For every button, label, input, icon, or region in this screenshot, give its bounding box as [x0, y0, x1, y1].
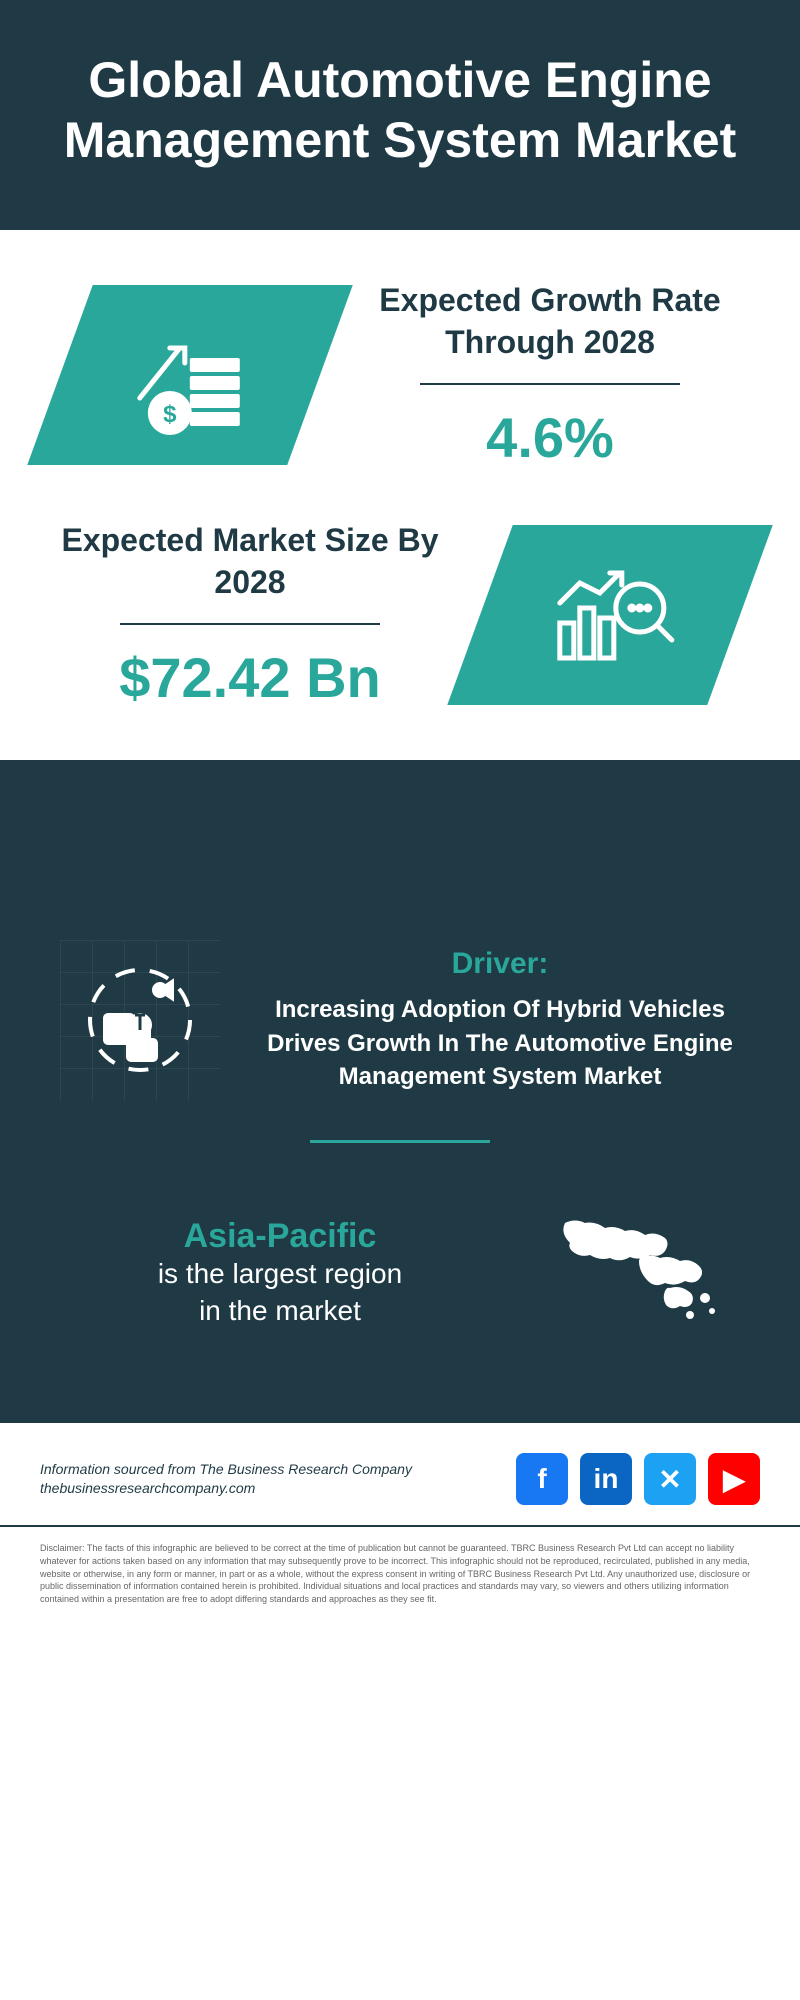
growth-rate-section: $ Expected Growth Rate Through 2028 4.6%: [0, 230, 800, 500]
teal-divider: [310, 1140, 490, 1143]
source-line1: Information sourced from The Business Re…: [40, 1460, 412, 1480]
market-size-label: Expected Market Size By 2028: [60, 520, 440, 603]
driver-text-block: Driver: Increasing Adoption Of Hybrid Ve…: [260, 947, 740, 1094]
skyline-graphic: [0, 760, 800, 900]
region-text-block: Asia-Pacific is the largest region in th…: [60, 1217, 500, 1329]
youtube-icon[interactable]: ▶: [708, 1453, 760, 1505]
linkedin-icon[interactable]: in: [580, 1453, 632, 1505]
map-icon: [540, 1203, 740, 1343]
driver-row: Driver: Increasing Adoption Of Hybrid Ve…: [60, 940, 740, 1100]
driver-description: Increasing Adoption Of Hybrid Vehicles D…: [260, 993, 740, 1094]
dark-section: Driver: Increasing Adoption Of Hybrid Ve…: [0, 900, 800, 1423]
header-banner: Global Automotive Engine Management Syst…: [0, 0, 800, 230]
footer: Information sourced from The Business Re…: [0, 1423, 800, 1525]
market-size-section: Expected Market Size By 2028 $72.42 Bn: [0, 500, 800, 760]
main-title: Global Automotive Engine Management Syst…: [40, 50, 760, 170]
growth-rate-label: Expected Growth Rate Through 2028: [360, 280, 740, 363]
footer-source: Information sourced from The Business Re…: [40, 1460, 412, 1499]
analytics-icon: [540, 548, 680, 683]
region-highlight: Asia-Pacific: [60, 1217, 500, 1256]
market-size-value: $72.42 Bn: [60, 645, 440, 710]
market-size-shape: [447, 525, 773, 705]
growth-rate-shape: $: [27, 285, 353, 465]
growth-rate-text: Expected Growth Rate Through 2028 4.6%: [360, 280, 740, 470]
market-size-text: Expected Market Size By 2028 $72.42 Bn: [60, 520, 440, 710]
driver-label: Driver:: [260, 947, 740, 981]
region-row: Asia-Pacific is the largest region in th…: [60, 1183, 740, 1363]
source-line2: thebusinessresearchcompany.com: [40, 1479, 412, 1499]
disclaimer-section: Disclaimer: The facts of this infographi…: [0, 1525, 800, 1635]
driver-icon: [60, 940, 220, 1100]
growth-icon: $: [120, 308, 260, 443]
growth-rate-value: 4.6%: [360, 405, 740, 470]
svg-text:$: $: [163, 401, 177, 428]
facebook-icon[interactable]: f: [516, 1453, 568, 1505]
twitter-icon[interactable]: ✕: [644, 1453, 696, 1505]
divider: [120, 623, 380, 625]
region-line1: is the largest region: [60, 1256, 500, 1292]
divider: [420, 383, 680, 385]
social-icons: f in ✕ ▶: [516, 1453, 760, 1505]
disclaimer-text: Disclaimer: The facts of this infographi…: [40, 1542, 760, 1605]
region-line2: in the market: [60, 1293, 500, 1329]
